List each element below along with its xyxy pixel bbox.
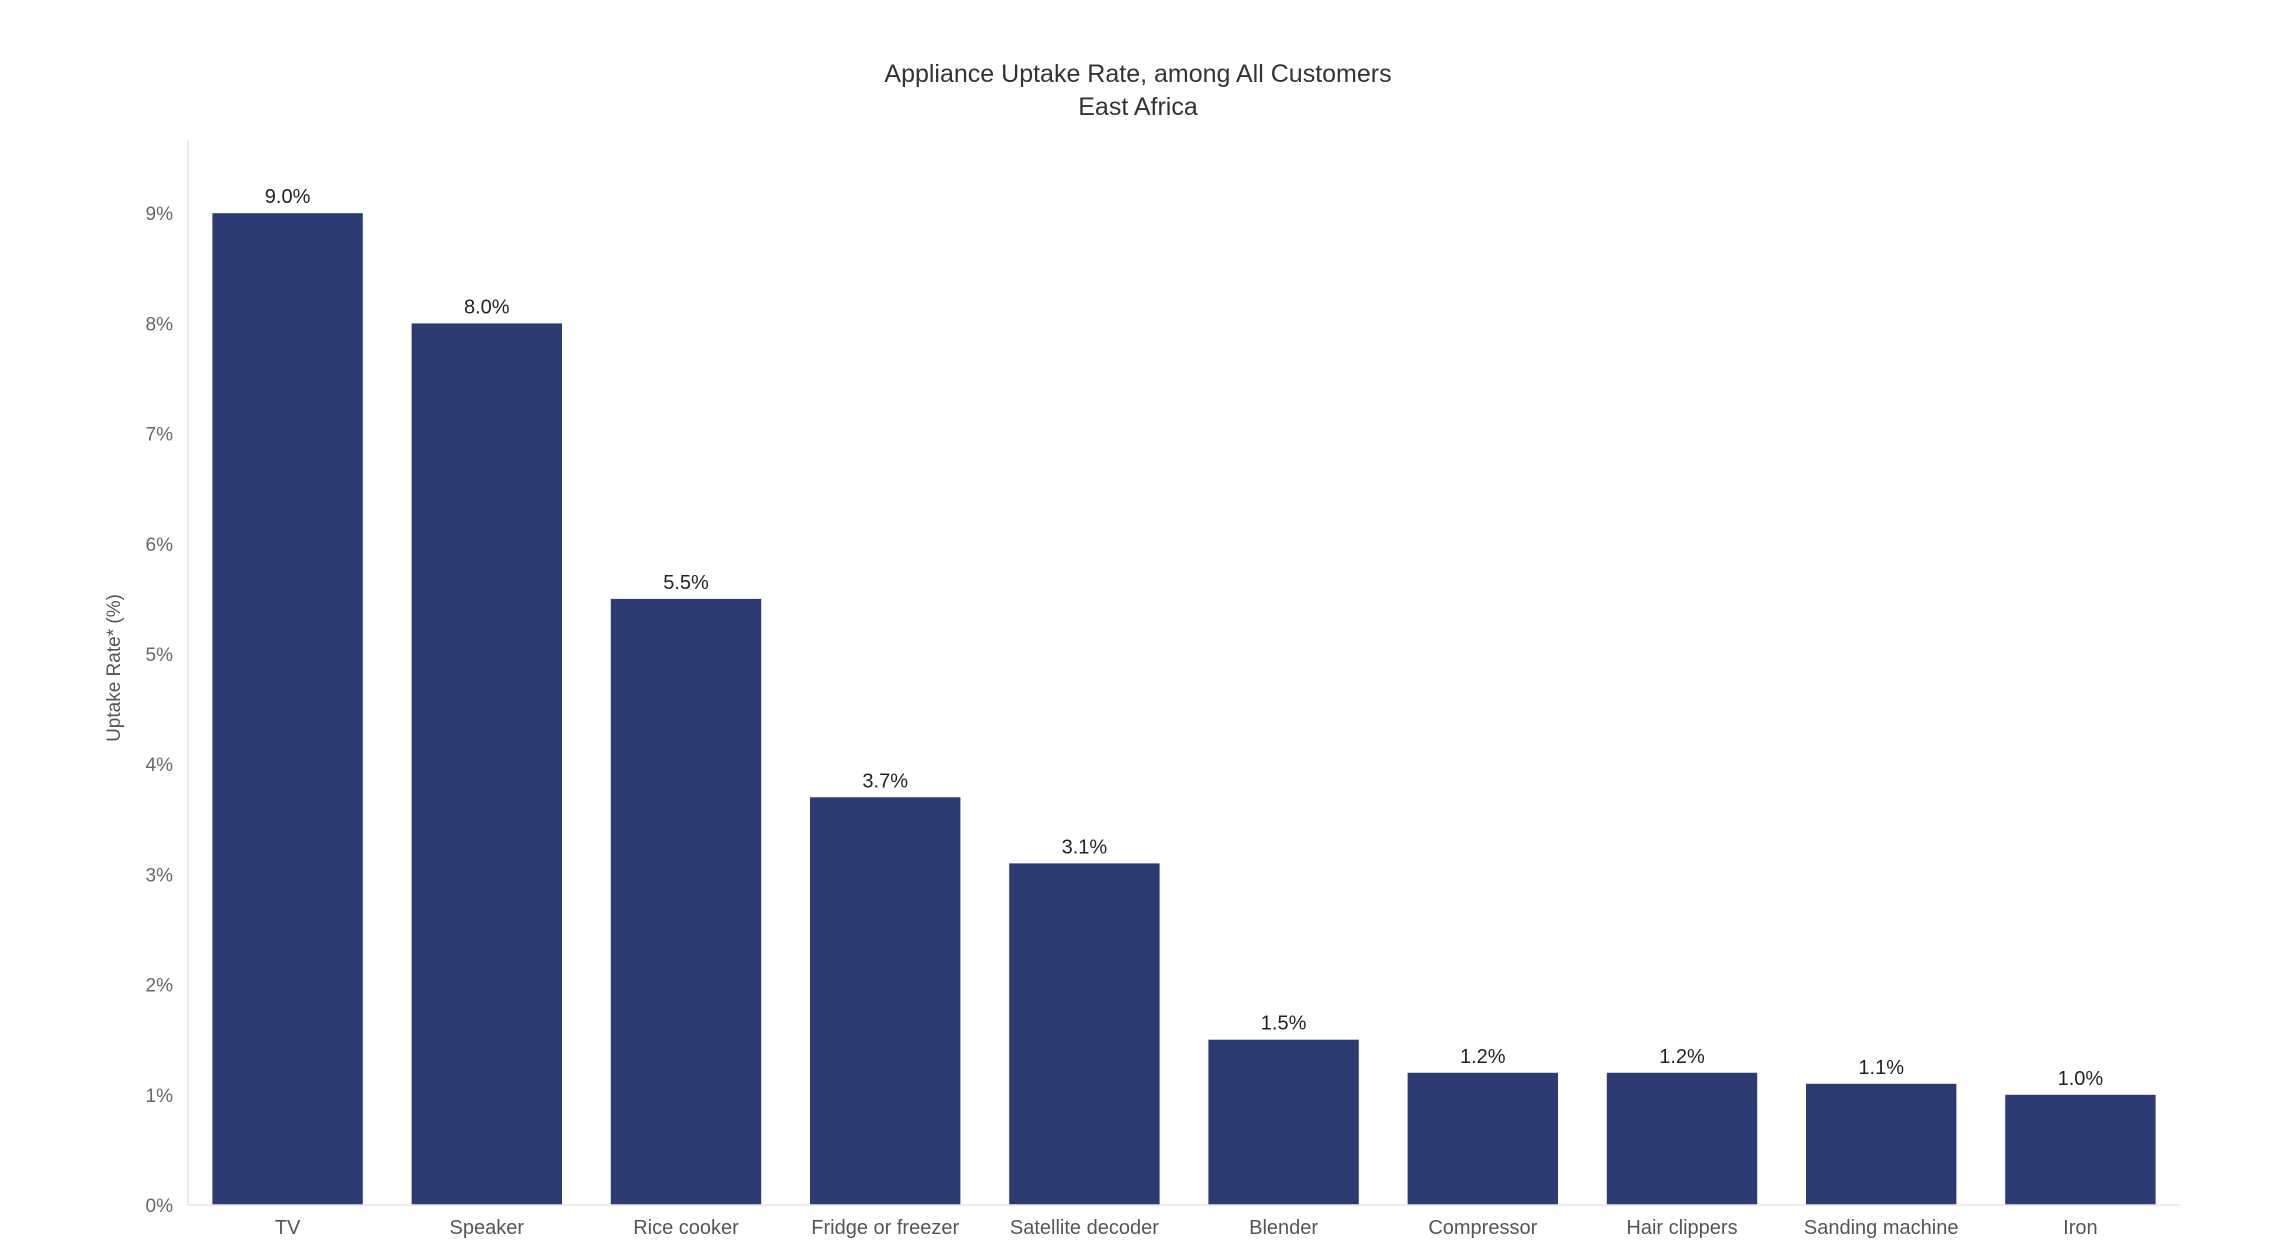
bar[interactable] bbox=[1009, 863, 1160, 1205]
x-tick-label: Blender bbox=[1249, 1217, 1318, 1239]
chart-subtitle: East Africa bbox=[1078, 93, 1198, 121]
x-tick-label: Hair clippers bbox=[1626, 1217, 1737, 1239]
x-tick-label: Iron bbox=[2063, 1217, 2097, 1239]
bar-value-label: 3.7% bbox=[862, 770, 908, 792]
bar-value-label: 1.1% bbox=[1858, 1057, 1904, 1079]
y-axis: 0% 1% 2% 3% 4% 5% 6% 7% 8% 9% bbox=[146, 140, 189, 1217]
chart-title: Appliance Uptake Rate, among All Custome… bbox=[884, 60, 1391, 88]
bar-value-label: 1.5% bbox=[1261, 1013, 1307, 1035]
y-axis-title: Uptake Rate* (%) bbox=[104, 594, 125, 742]
bar[interactable] bbox=[1407, 1072, 1558, 1205]
bar-value-label: 3.1% bbox=[1062, 836, 1108, 858]
y-tick-label: 6% bbox=[146, 535, 174, 556]
bar[interactable] bbox=[2005, 1094, 2156, 1205]
x-tick-label: Satellite decoder bbox=[1010, 1217, 1159, 1239]
bar-value-label: 8.0% bbox=[464, 296, 510, 318]
bar-value-label: 1.2% bbox=[1659, 1046, 1705, 1068]
x-axis: TV Speaker Rice cooker Fridge or freezer Sat… bbox=[188, 1204, 2180, 1239]
bar[interactable] bbox=[1606, 1072, 1758, 1205]
y-tick-label: 2% bbox=[146, 976, 174, 997]
bar[interactable] bbox=[810, 797, 961, 1205]
x-tick-label: TV bbox=[275, 1217, 301, 1239]
y-tick-label: 8% bbox=[146, 314, 174, 335]
bar[interactable] bbox=[610, 598, 762, 1205]
y-tick-label: 0% bbox=[146, 1196, 174, 1217]
bar[interactable] bbox=[1208, 1039, 1359, 1205]
x-tick-label: Sanding machine bbox=[1804, 1217, 1959, 1239]
x-tick-label: Rice cooker bbox=[633, 1217, 739, 1239]
y-tick-label: 5% bbox=[146, 645, 174, 666]
x-tick-label: Speaker bbox=[450, 1217, 525, 1239]
x-tick-label: Compressor bbox=[1428, 1217, 1537, 1239]
data-labels-group: 9.0% 8.0% 5.5% 3.7% 3.1% 1.5% 1.2% 1.2% 1.1% 1.0% bbox=[265, 186, 2104, 1090]
y-tick-label: 1% bbox=[146, 1086, 174, 1107]
bar-value-label: 1.0% bbox=[2058, 1068, 2104, 1090]
x-tick-label: Fridge or freezer bbox=[811, 1217, 959, 1239]
bar-value-label: 5.5% bbox=[663, 572, 709, 594]
y-tick-label: 4% bbox=[146, 755, 174, 776]
y-tick-label: 9% bbox=[146, 204, 174, 225]
bar-value-label: 9.0% bbox=[265, 186, 311, 208]
bars-group bbox=[212, 213, 2156, 1205]
y-tick-label: 3% bbox=[146, 865, 174, 886]
bar-value-label: 1.2% bbox=[1460, 1046, 1506, 1068]
bar[interactable] bbox=[212, 213, 363, 1205]
y-tick-label: 7% bbox=[146, 425, 174, 446]
bar[interactable] bbox=[1806, 1083, 1957, 1205]
bar[interactable] bbox=[411, 323, 562, 1205]
